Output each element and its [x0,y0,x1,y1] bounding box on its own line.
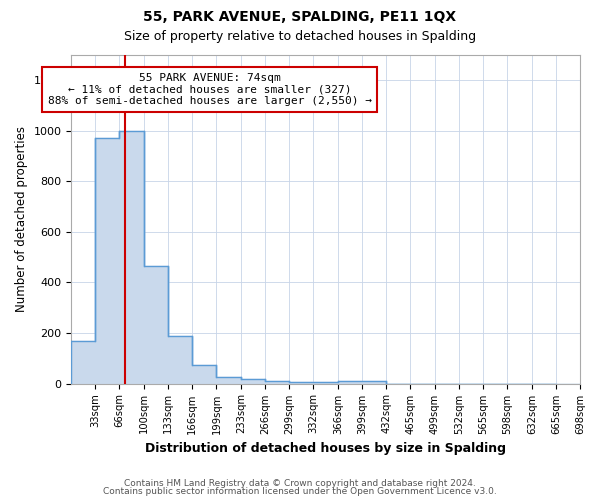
Text: Contains public sector information licensed under the Open Government Licence v3: Contains public sector information licen… [103,487,497,496]
Polygon shape [71,131,580,384]
Text: 55 PARK AVENUE: 74sqm
← 11% of detached houses are smaller (327)
88% of semi-det: 55 PARK AVENUE: 74sqm ← 11% of detached … [48,73,372,106]
Text: Contains HM Land Registry data © Crown copyright and database right 2024.: Contains HM Land Registry data © Crown c… [124,478,476,488]
Text: 55, PARK AVENUE, SPALDING, PE11 1QX: 55, PARK AVENUE, SPALDING, PE11 1QX [143,10,457,24]
Text: Size of property relative to detached houses in Spalding: Size of property relative to detached ho… [124,30,476,43]
Y-axis label: Number of detached properties: Number of detached properties [15,126,28,312]
X-axis label: Distribution of detached houses by size in Spalding: Distribution of detached houses by size … [145,442,506,455]
